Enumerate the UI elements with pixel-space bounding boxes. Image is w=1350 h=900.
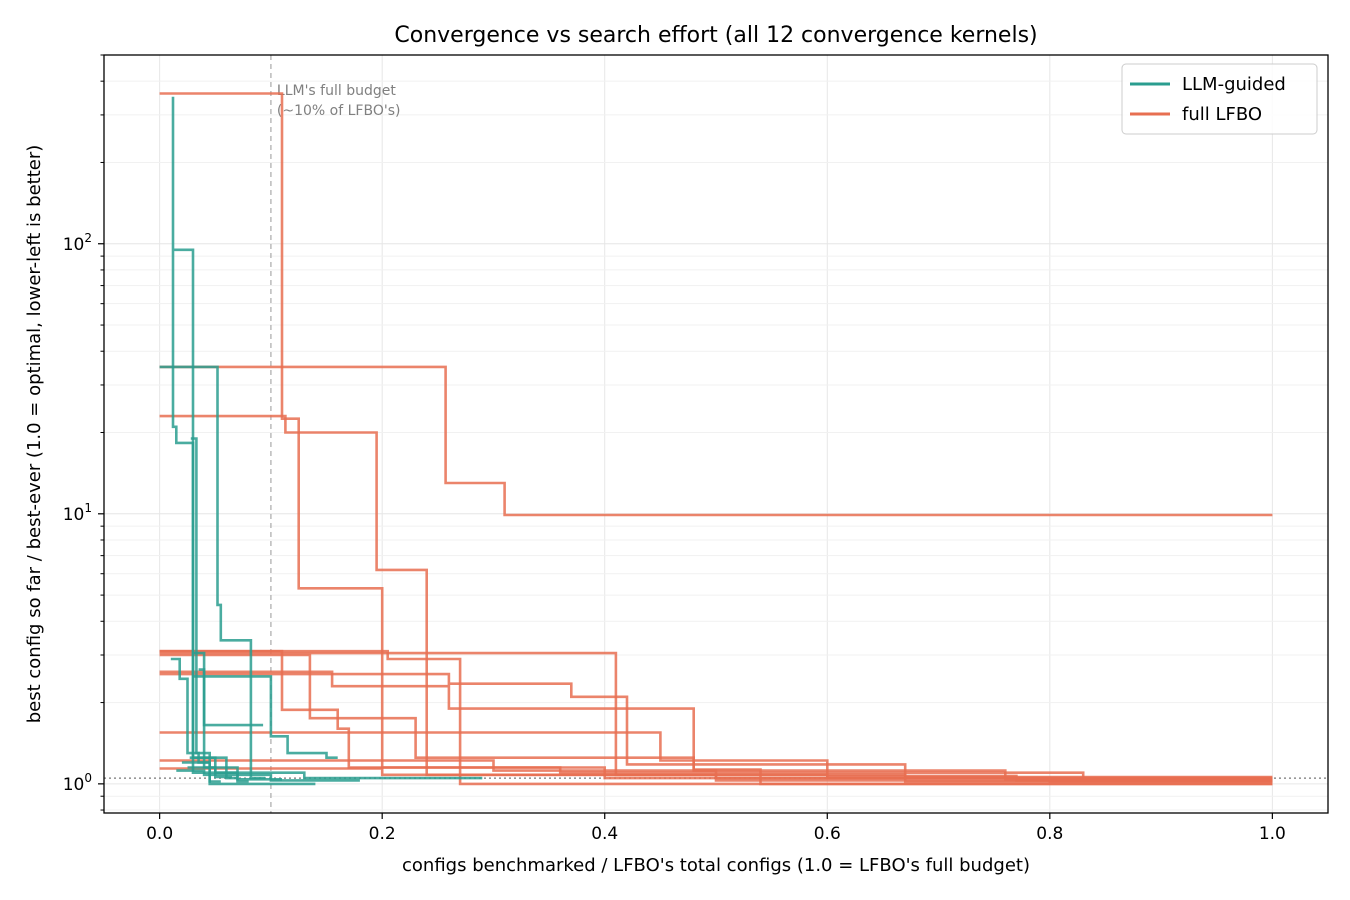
chart-title: Convergence vs search effort (all 12 con… bbox=[394, 23, 1037, 48]
x-tick-label: 0.0 bbox=[146, 824, 173, 844]
llm-guided-series-line bbox=[159, 365, 266, 780]
y-tick-label: 100 bbox=[63, 771, 92, 795]
llm-guided-series-line bbox=[187, 766, 282, 781]
legend-box bbox=[1121, 63, 1318, 135]
legend-label: LLM-guided bbox=[1182, 74, 1286, 95]
tick-layer: 0.0 0.2 0.4 0.6 0.8 1.0 100 101 102 bbox=[63, 54, 1286, 844]
llm-guided-series-line bbox=[181, 761, 316, 786]
llm-guided-series-line bbox=[193, 675, 338, 759]
legend: LLM-guided full LFBO bbox=[1121, 63, 1318, 135]
x-tick-label: 0.2 bbox=[369, 824, 396, 844]
lfbo-series-line bbox=[159, 767, 1273, 782]
x-axis-label: configs benchmarked / LFBO's total confi… bbox=[402, 855, 1030, 876]
llm-guided-series-line bbox=[198, 668, 264, 727]
llm-guided-series-line bbox=[189, 756, 483, 780]
lfbo-series-line bbox=[159, 365, 1273, 517]
x-tick-label: 0.8 bbox=[1036, 824, 1063, 844]
llm-budget-annotation: LLM's full budget (~10% of LFBO's) bbox=[277, 83, 401, 119]
lfbo-series-line bbox=[159, 672, 1273, 779]
y-axis-label: best config so far / best-ever (1.0 = op… bbox=[24, 145, 45, 724]
lfbo-series-line bbox=[159, 653, 1273, 786]
legend-label: full LFBO bbox=[1182, 104, 1262, 125]
y-tick-label: 102 bbox=[63, 231, 92, 255]
plot-frame bbox=[103, 54, 1329, 814]
x-tick-label: 1.0 bbox=[1259, 824, 1286, 844]
y-tick-label: 101 bbox=[63, 501, 92, 525]
series-layer bbox=[159, 92, 1273, 786]
x-tick-label: 0.6 bbox=[814, 824, 841, 844]
x-tick-label: 0.4 bbox=[591, 824, 618, 844]
lfbo-series-line bbox=[159, 649, 1273, 780]
